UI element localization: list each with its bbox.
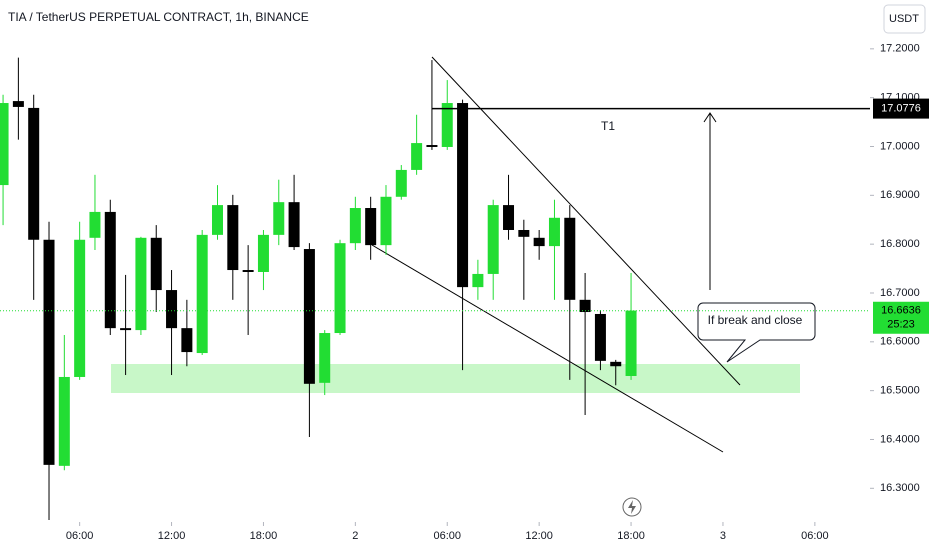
candle-body [0,103,9,186]
candle-body [288,202,300,248]
trend-line-lower [371,244,724,453]
x-tick-label: 06:00 [433,530,461,542]
target-label: T1 [601,119,615,133]
last-price-box [873,301,929,334]
x-tick-label: 12:00 [158,530,186,542]
candle-body [89,211,101,238]
y-tick-label: 16.5000 [880,385,920,397]
candle-body [227,205,239,271]
arrow-head [703,112,717,123]
target-price-box [873,98,929,119]
y-tick-label: 16.3000 [880,482,920,494]
candle-body [426,145,438,147]
x-tick-label: 3 [720,530,726,542]
y-tick-label: 16.7000 [880,287,920,299]
x-tick-label: 06:00 [801,530,829,542]
candle-body [365,208,377,246]
y-tick-label: 16.4000 [880,433,920,445]
candle-body [564,217,576,300]
candle-body [120,328,132,331]
candle-body [503,205,515,230]
candle-body [610,361,622,367]
candle-body [166,290,178,329]
candle-body [380,196,392,246]
x-tick-label: 18:00 [250,530,278,542]
candle-body [303,249,315,384]
y-tick-label: 16.9000 [880,189,920,201]
candle-body [533,237,545,247]
candle-body [411,143,423,170]
last-price-label: 16.6636 [881,305,921,317]
candle-body [487,205,499,274]
candle-body [74,239,86,377]
candle-body [472,273,484,288]
candle-body [135,237,147,331]
lightning-icon [628,500,636,514]
candle-body [625,310,637,376]
candle-body [196,234,208,354]
candle-body [257,234,269,272]
x-tick-label: 06:00 [66,530,94,542]
y-tick-label: 16.6000 [880,336,920,348]
candle-body [349,208,361,244]
candle-body [43,239,55,465]
y-tick-label: 17.2000 [880,43,920,55]
callout-text: If break and close [708,313,803,327]
candle-body [579,299,591,313]
candle-body [334,243,346,334]
candle-body [441,103,453,147]
support-zone [111,364,800,393]
chart-title: TIA / TetherUS PERPETUAL CONTRACT, 1h, B… [8,10,309,24]
y-tick-label: 17.0000 [880,140,920,152]
candle-body [212,205,223,235]
candle-body [518,229,530,237]
y-tick-label: 16.8000 [880,238,920,250]
candle-body [319,333,331,383]
candle-body [457,103,469,288]
countdown-label: 25:23 [887,319,915,331]
candle-body [181,328,193,353]
currency-label: USDT [889,13,919,25]
candle-body [395,169,407,197]
candle-body [12,101,24,107]
candle-body [548,217,560,247]
target-price-label: 17.0776 [881,103,921,115]
candle-body [594,313,606,361]
candle-body [273,202,285,235]
candle-body [150,237,162,291]
candle-body [58,376,70,466]
candle-body [28,107,40,240]
callout [697,302,816,363]
candle-body [104,211,116,329]
x-tick-label: 12:00 [525,530,553,542]
x-tick-label: 18:00 [617,530,645,542]
candle-body [242,270,254,272]
trend-line-upper [431,56,741,386]
currency-button[interactable] [883,4,926,34]
x-tick-label: 2 [352,530,358,542]
